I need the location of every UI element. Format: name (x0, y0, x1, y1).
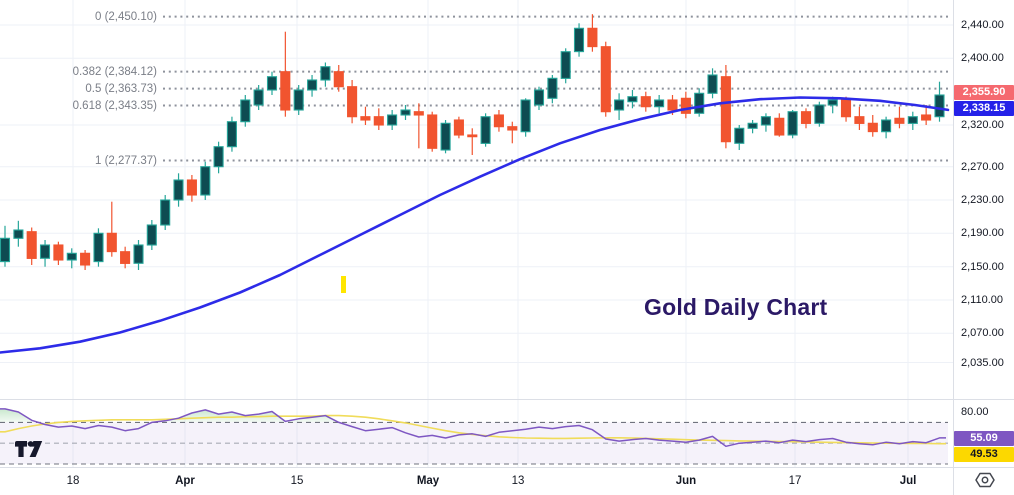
time-axis-label: 18 (66, 475, 80, 487)
time-axis-label: 13 (511, 475, 525, 487)
price-axis-label: 2,270.00 (961, 160, 1004, 173)
rsi-scale-label: 80.00 (961, 406, 989, 418)
tradingview-logo[interactable] (15, 441, 43, 461)
price-axis-label: 2,035.00 (961, 356, 1004, 369)
time-axis-label: Apr (175, 475, 195, 487)
price-axis-label: 2,150.00 (961, 260, 1004, 273)
fib-level-label-0[interactable]: 0 (2,450.10) (94, 10, 157, 23)
fib-level-label-2[interactable]: 0.5 (2,363.73) (85, 82, 157, 95)
price-axis-label: 2,110.00 (961, 294, 1004, 306)
price-axis-label: 2,070.00 (961, 327, 1004, 340)
price-axis-label: 2,400.00 (961, 52, 1004, 65)
price-axis-label: 2,230.00 (961, 194, 1004, 206)
gear-icon[interactable] (973, 470, 997, 490)
fib-level-label-3[interactable]: 0.618 (2,343.35) (72, 99, 157, 112)
time-axis-label: Jul (899, 475, 917, 487)
price-axis-label: 2,190.00 (961, 227, 1004, 240)
last-price-badge: 2,355.90 (954, 85, 1014, 100)
price-axis-label: 2,440.00 (961, 19, 1004, 31)
highlight-marker[interactable] (341, 276, 346, 293)
chart-title-annotation[interactable]: Gold Daily Chart (644, 294, 828, 320)
time-axis-label: 15 (290, 475, 304, 487)
time-axis-label: Jun (675, 475, 697, 487)
ma-price-badge: 2,338.15 (954, 100, 1014, 116)
rsi-value-badge: 55.09 (954, 430, 1014, 446)
time-axis-label: May (416, 475, 440, 487)
fib-level-label-4[interactable]: 1 (2,277.37) (94, 154, 157, 167)
price-axis-label: 2,320.00 (961, 119, 1004, 131)
rsi-ma-value-badge: 49.53 (954, 447, 1014, 462)
time-axis-label: 17 (788, 475, 802, 487)
fib-level-label-1[interactable]: 0.382 (2,384.12) (72, 65, 157, 78)
